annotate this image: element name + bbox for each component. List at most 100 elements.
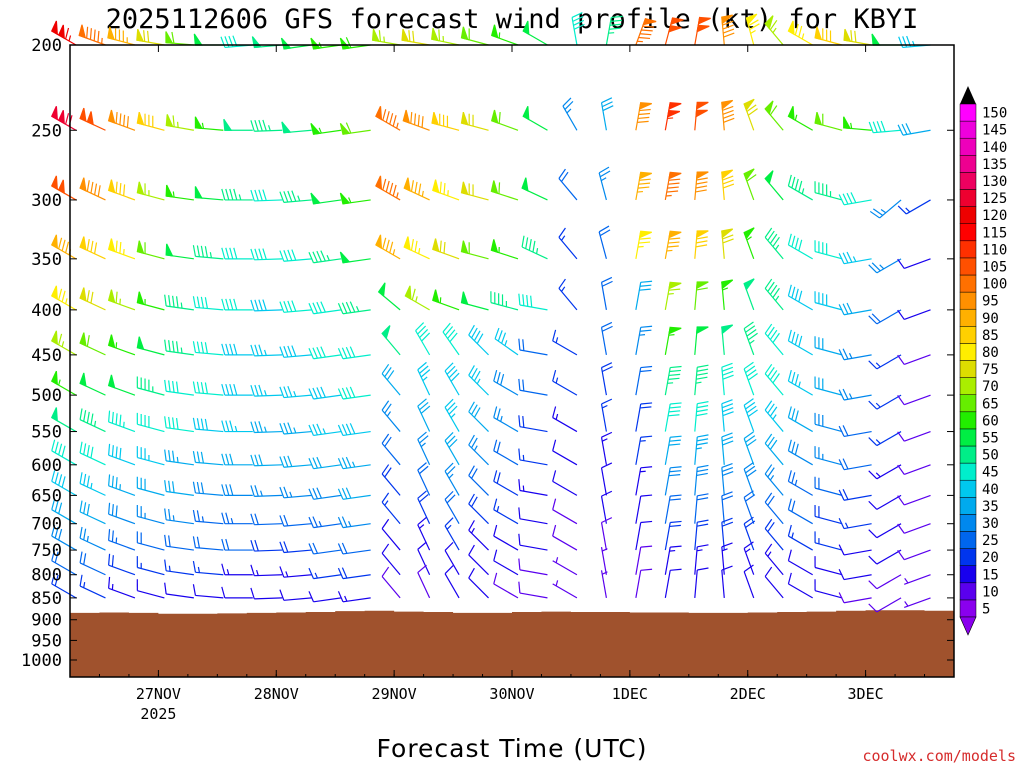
barb-feather [772,287,780,298]
wind-barb [838,569,872,581]
x-tick-label: 30NOV [489,685,534,703]
barb-feather [119,113,122,125]
barb-feather [345,456,352,468]
barb-staff [600,496,607,524]
wind-barb [337,516,371,529]
wind-barb [743,398,758,432]
barb-feather [86,290,90,302]
barb-feather [897,309,905,320]
barb-feather [552,329,557,342]
colorbar-swatch [959,428,977,447]
barb-feather [722,407,734,413]
barb-feather [164,379,167,392]
barb-feather [552,369,557,382]
barb-staff [254,258,283,261]
credit-link[interactable]: coolwx.com/models [862,747,1016,765]
barb-half-feather [256,569,259,576]
colorbar-swatch [959,291,977,310]
wind-barb [136,446,165,466]
wind-barb [381,433,401,466]
wind-barb [694,364,709,396]
barb-feather [254,120,259,132]
barb-feather [419,329,429,338]
barb-feather [446,365,456,375]
barb-pennant [375,175,383,191]
barb-feather [283,250,289,262]
barb-feather [518,448,521,460]
barb-feather [880,120,886,132]
wind-barb [339,251,371,264]
barb-feather [175,381,179,393]
wind-barb [694,16,711,46]
barb-feather [86,475,90,488]
barb-feather [639,108,651,112]
barb-half-feather [326,255,330,261]
barb-feather [382,237,387,249]
wind-barb [897,430,931,442]
barb-half-feather [180,347,183,354]
barb-feather [842,303,849,315]
barb-staff [108,513,136,525]
barb-feather [58,474,63,486]
colorbar-swatch [959,531,977,549]
barb-staff [444,440,460,466]
barb-feather [669,498,681,501]
barb-pennant [764,15,774,30]
barb-feather [471,468,478,479]
barb-feather [767,495,775,506]
barb-feather [172,380,175,393]
barb-feather [850,30,853,42]
barb-staff [904,574,931,585]
y-tick-label: 750 [31,541,62,561]
barb-feather [670,435,682,438]
barb-feather [787,498,792,510]
barb-feather [791,235,796,247]
wind-barb [136,336,165,356]
wind-barb [521,177,548,201]
barb-feather [392,115,397,127]
barb-feather [498,112,501,124]
barb-feather [448,369,458,379]
barb-feather [791,472,796,484]
barb-feather [493,524,498,537]
barb-staff [814,387,843,396]
barb-pennant [403,177,411,192]
barb-feather [97,185,101,197]
barb-feather [61,476,66,488]
barb-feather [308,567,315,579]
colorbar-label: 145 [982,123,1007,139]
barb-pennant [522,105,530,121]
barb-feather [312,424,318,436]
barb-pennant [743,227,755,240]
barb-staff [788,295,813,311]
barb-feather [598,166,610,174]
barb-half-feather [555,377,559,384]
barb-feather [571,12,583,18]
wind-barb [250,384,283,397]
barb-feather [86,411,90,424]
colorbar-label: 40 [982,482,999,498]
barb-feather [723,113,735,119]
barb-staff [51,560,77,576]
wind-barb [279,190,312,203]
colorbar-swatch [959,565,977,584]
barb-feather [108,502,111,515]
wind-barb [417,541,431,575]
barb-staff [313,549,342,555]
barb-feather [723,117,735,123]
wind-barb [743,98,758,131]
barb-feather [417,564,427,573]
barb-feather [787,233,792,245]
barb-half-feather [639,470,646,473]
barb-feather [668,182,680,185]
barb-feather [787,369,792,382]
barb-feather [341,302,348,314]
wind-barb [221,420,253,433]
barb-pennant [165,184,174,198]
barb-feather [254,539,259,552]
wind-barb [444,541,460,576]
barb-feather [794,288,799,301]
barb-feather [842,488,849,500]
barb-pennant [695,281,709,290]
wind-barb [371,28,401,46]
